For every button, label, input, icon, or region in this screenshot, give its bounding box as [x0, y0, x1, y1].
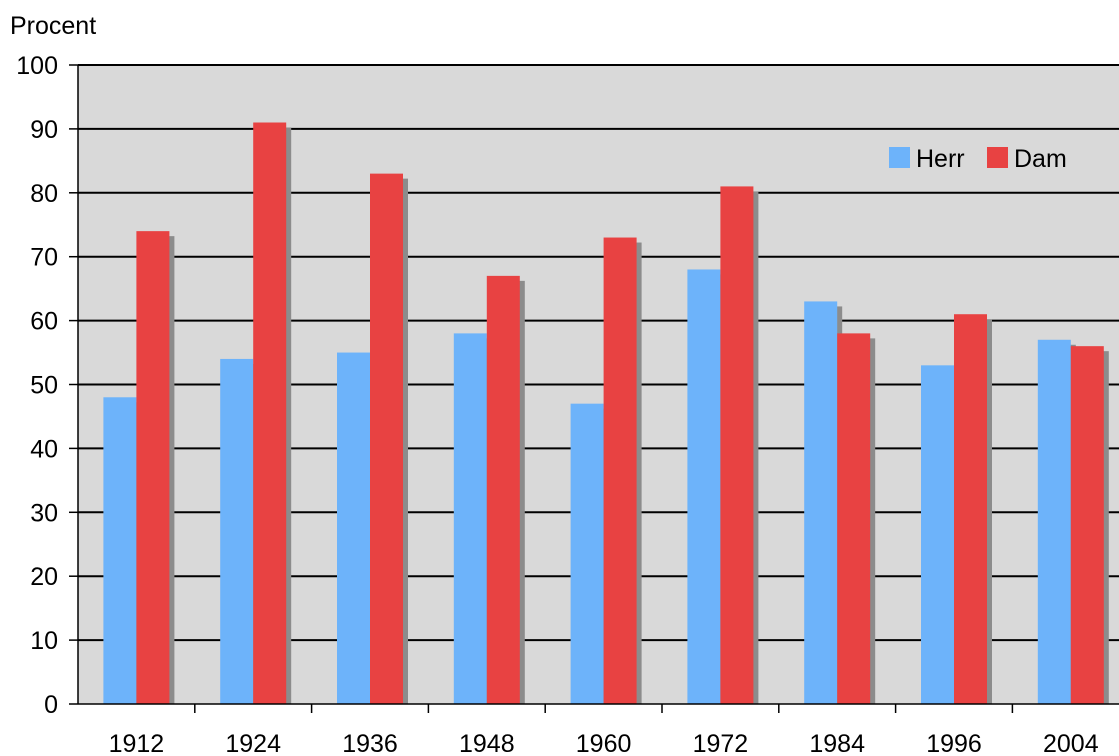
bars	[103, 122, 1109, 704]
bar-herr-1936	[337, 352, 370, 704]
legend-swatch-dam	[987, 147, 1008, 168]
x-tick-label: 1912	[109, 730, 165, 756]
x-tick-label: 1984	[809, 730, 865, 756]
x-tick-label: 1972	[693, 730, 749, 756]
x-tick-label: 1960	[576, 730, 632, 756]
y-tick-label: 40	[30, 435, 58, 463]
y-tick-labels: 0 10 20 30 40 50 60 70 80 90 100	[16, 52, 58, 719]
bar-herr-1912	[103, 397, 137, 704]
x-tick-label: 1924	[225, 730, 281, 756]
bar-herr-1948	[453, 333, 487, 704]
legend-label-dam: Dam	[1014, 145, 1067, 173]
legend-label-herr: Herr	[916, 145, 965, 173]
x-tick-label: 2004	[1043, 730, 1099, 756]
axes	[69, 64, 1119, 713]
y-tick-label: 90	[30, 116, 58, 144]
x-tick-label: 1996	[926, 730, 982, 756]
bar-dam-1912	[136, 231, 170, 704]
legend: Herr Dam	[889, 145, 1067, 173]
bar-herr-1984	[804, 301, 838, 704]
y-tick-label: 50	[30, 372, 58, 400]
bar-dam-1972	[720, 186, 754, 704]
bar-dam-1996	[954, 314, 987, 704]
y-tick-label: 20	[30, 563, 58, 591]
y-axis-label: Procent	[10, 12, 96, 40]
x-tick-label: 1936	[342, 730, 398, 756]
y-tick-label: 10	[30, 627, 58, 655]
y-tick-label: 60	[30, 308, 58, 336]
x-tick-label: 1948	[459, 730, 515, 756]
y-tick-label: 30	[30, 499, 58, 527]
bar-dam-1948	[486, 275, 520, 704]
y-tick-label: 0	[44, 691, 58, 719]
y-tick-label: 100	[16, 52, 58, 80]
bar-herr-1924	[220, 358, 254, 704]
bar-dam-1960	[603, 237, 637, 704]
bar-herr-2004	[1037, 339, 1071, 704]
bar-herr-1972	[687, 269, 721, 704]
bar-dam-1984	[837, 333, 871, 704]
legend-swatch-herr	[889, 147, 910, 168]
bar-dam-2004	[1070, 346, 1104, 704]
y-tick-label: 70	[30, 244, 58, 272]
bar-herr-1996	[921, 365, 954, 704]
y-tick-label: 80	[30, 180, 58, 208]
bar-dam-1924	[253, 122, 287, 704]
x-tick-labels: 1912 1924 1936 1948 1960 1972 1984 1996 2004	[109, 730, 1099, 756]
bar-dam-1936	[370, 173, 403, 704]
bar-herr-1960	[570, 403, 604, 704]
